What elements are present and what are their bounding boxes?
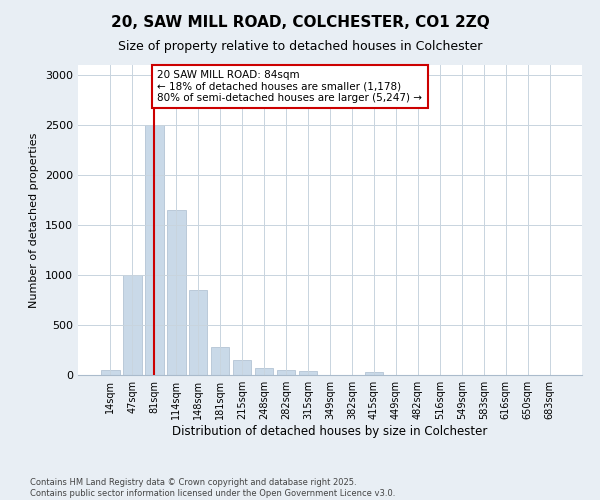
Bar	[233, 360, 251, 375]
Bar	[101, 370, 119, 375]
Bar	[211, 347, 229, 375]
Bar	[277, 370, 295, 375]
Bar	[365, 372, 383, 375]
Bar	[189, 290, 208, 375]
X-axis label: Distribution of detached houses by size in Colchester: Distribution of detached houses by size …	[172, 425, 488, 438]
Bar	[145, 125, 164, 375]
Text: Contains HM Land Registry data © Crown copyright and database right 2025.
Contai: Contains HM Land Registry data © Crown c…	[30, 478, 395, 498]
Text: 20, SAW MILL ROAD, COLCHESTER, CO1 2ZQ: 20, SAW MILL ROAD, COLCHESTER, CO1 2ZQ	[110, 15, 490, 30]
Y-axis label: Number of detached properties: Number of detached properties	[29, 132, 40, 308]
Bar	[167, 210, 185, 375]
Text: 20 SAW MILL ROAD: 84sqm
← 18% of detached houses are smaller (1,178)
80% of semi: 20 SAW MILL ROAD: 84sqm ← 18% of detache…	[157, 70, 422, 103]
Bar	[299, 370, 317, 375]
Bar	[255, 368, 274, 375]
Text: Size of property relative to detached houses in Colchester: Size of property relative to detached ho…	[118, 40, 482, 53]
Bar	[123, 275, 142, 375]
